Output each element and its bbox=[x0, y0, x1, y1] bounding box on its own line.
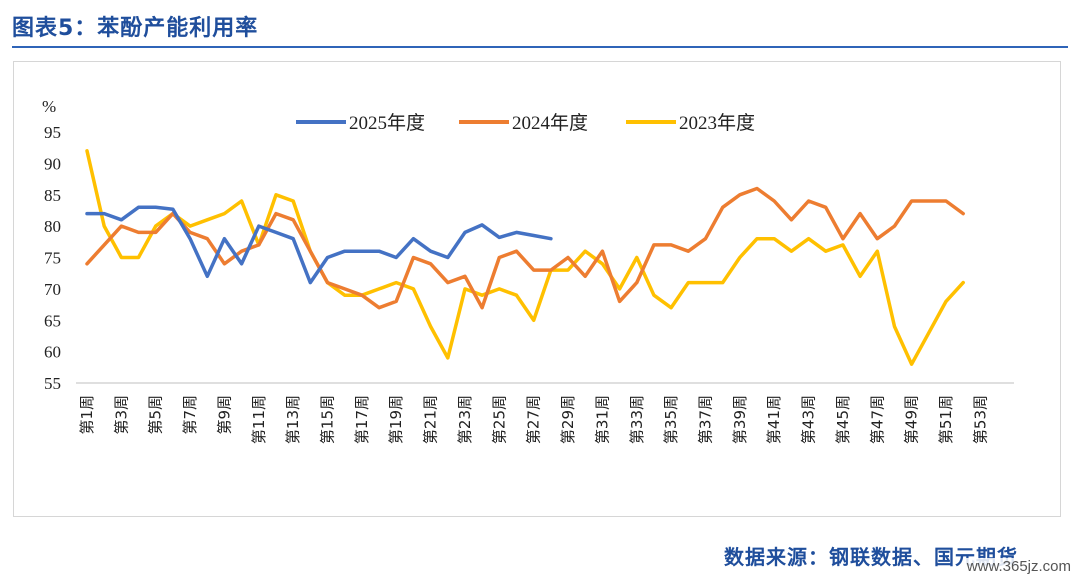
x-tick-label: 第13周 bbox=[284, 395, 302, 444]
x-tick-label: 第19周 bbox=[387, 395, 405, 444]
legend-label: 2024年度 bbox=[512, 112, 588, 134]
x-tick-label: 第21周 bbox=[422, 395, 440, 444]
legend: 2025年度 2024年度 2023年度 bbox=[296, 112, 755, 134]
series-line-2025年度 bbox=[85, 205, 553, 285]
y-axis: 55 60 65 70 75 80 85 90 95% bbox=[42, 97, 61, 393]
y-axis-unit: % bbox=[42, 97, 56, 116]
figure-title: 图表5：苯酚产能利用率 bbox=[12, 16, 259, 41]
x-tick-label: 第37周 bbox=[696, 395, 714, 444]
x-tick-label: 第45周 bbox=[834, 395, 852, 444]
x-tick-label: 第11周 bbox=[250, 395, 268, 444]
x-tick-label: 第25周 bbox=[490, 395, 508, 444]
y-tick-label: 65 bbox=[44, 311, 61, 330]
x-tick-label: 第1周 bbox=[78, 395, 96, 435]
title-underline bbox=[12, 46, 1068, 48]
x-tick-label: 第7周 bbox=[181, 395, 199, 435]
y-tick-label: 75 bbox=[44, 249, 61, 268]
y-tick-label: 95 bbox=[44, 123, 61, 142]
series-line-2024年度 bbox=[85, 186, 965, 310]
chart-panel: 55 60 65 70 75 80 85 90 95% 第1周 第3周 第5周 第7周 第9周 第11周第… bbox=[13, 61, 1061, 517]
watermark: www.365jz.com bbox=[963, 558, 1074, 575]
x-tick-label: 第27周 bbox=[525, 395, 543, 444]
x-tick-label: 第33周 bbox=[628, 395, 646, 444]
series-lines bbox=[85, 149, 965, 366]
y-tick-label: 60 bbox=[44, 343, 61, 362]
x-tick-label: 第43周 bbox=[800, 395, 818, 444]
legend-label: 2025年度 bbox=[349, 112, 425, 134]
x-tick-label: 第35周 bbox=[662, 395, 680, 444]
x-tick-label: 第29周 bbox=[559, 395, 577, 444]
line-chart: 556065707580859095% 第1周 第3周 第5周 第7周 第9周 第11周第… bbox=[42, 97, 1014, 444]
x-tick-label: 第5周 bbox=[147, 395, 165, 435]
x-tick-label: 第49周 bbox=[903, 395, 921, 444]
x-axis: 第1周 第3周 第5周 第7周 第9周 第11周 第13周 第15周 第17周 第19周 第21周第… bbox=[76, 382, 1014, 444]
y-tick-label: 70 bbox=[44, 280, 61, 299]
series-line-2023年度 bbox=[85, 149, 965, 366]
y-tick-label: 90 bbox=[44, 154, 61, 173]
y-tick-label: 55 bbox=[44, 374, 61, 393]
y-tick-label: 80 bbox=[44, 217, 61, 236]
x-tick-label: 第23周 bbox=[456, 395, 474, 444]
x-tick-label: 第9周 bbox=[215, 395, 233, 435]
legend-label: 2023年度 bbox=[679, 112, 755, 134]
x-tick-label: 第39周 bbox=[731, 395, 749, 444]
x-tick-label: 第31周 bbox=[593, 395, 611, 444]
x-tick-label: 第17周 bbox=[353, 395, 371, 444]
x-tick-label: 第51周 bbox=[937, 395, 955, 444]
x-tick-label: 第41周 bbox=[765, 395, 783, 444]
y-tick-label: 85 bbox=[44, 186, 61, 205]
x-tick-label: 第53周 bbox=[971, 395, 989, 444]
x-tick-label: 第3周 bbox=[112, 395, 130, 435]
x-tick-label: 第47周 bbox=[868, 395, 886, 444]
x-tick-label: 第15周 bbox=[319, 395, 337, 444]
